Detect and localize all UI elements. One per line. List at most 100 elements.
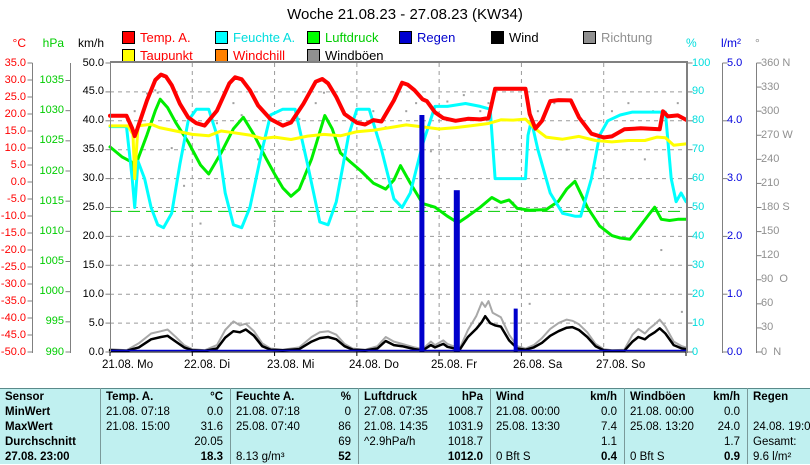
humidity-axis-tick-label: 0 [692,345,699,358]
pressure-axis-tick-label: 1015 [39,194,64,207]
direction-dot [495,206,498,209]
pressure-axis-tick-label: 995 [45,315,64,328]
direction-axis-tick-label: 330 [761,80,780,93]
temperature-axis-tick-label: -30.0 [0,277,26,290]
temperature-axis-tick-label: -35.0 [0,294,26,307]
legend-item-temp-a: Temp. A. [122,30,191,45]
temperature-axis-tick-label: 10.0 [4,141,26,154]
temperature-axis-tick-label: 35.0 [4,56,26,69]
legend-item-windb-en: Windböen [307,48,384,63]
direction-axis-tick-label: 90 O [761,273,788,286]
temperature-axis-unit: °C [12,36,26,50]
rain-axis-unit: l/m² [721,36,741,50]
wind-axis-tick-label: 20.0 [82,229,104,242]
wind-axis-tick-label: 50.0 [82,56,104,69]
wind-axis-tick-label: 30.0 [82,172,104,185]
legend-label: Taupunkt [140,47,193,63]
direction-dot [610,110,613,113]
temperature-axis-tick-label: -15.0 [0,226,26,239]
table-cell: 18.3 [100,449,231,464]
series-taupunkt [108,117,688,181]
temperature-axis-tick-label: -40.0 [0,311,26,324]
rain-axis-tick-label: 3.0 [727,172,743,185]
direction-dot [415,102,418,105]
direction-dot [462,94,465,97]
legend-label: Luftdruck [325,29,379,45]
table-row: Durchschnitt 20.05 69 ^2.9hPa/h 1018.7 1.1 1.7… [0,434,810,449]
wind-axis-tick-label: 0.0 [88,345,104,358]
wind-axis-tick-label: 35.0 [82,143,104,156]
direction-dot [232,102,235,105]
table-cell: 1012.0 [358,449,491,464]
legend-item-regen: Regen [399,29,456,45]
row-label: 27.08. 23:00 [5,450,70,463]
direction-dot [594,167,597,170]
direction-axis-tick-label: 30 [761,321,774,334]
direction-axis-tick-label: 0 N [761,345,782,358]
series-temperatur [108,72,688,140]
direction-dot [660,249,663,252]
direction-dot [405,110,408,113]
rain-bar [453,190,460,352]
row-label: MaxWert [5,420,53,433]
direction-dot [643,158,646,161]
x-axis-label: 21.08. Mo [102,359,154,371]
direction-dot [676,102,679,105]
table-cell: 21.08. 14:35 1031.9 [358,419,491,434]
x-axis-label: 25.08. Fr [431,359,478,371]
rain-bar [419,115,425,352]
humidity-axis-tick-label: 30 [692,258,705,271]
table-cell: 1.7 [624,434,748,449]
pressure-axis-tick-label: 990 [45,345,64,358]
pressure-axis-tick-label: 1020 [39,164,64,177]
table-row: 27.08. 23:00 18.3 8.13 g/m³ 52 1012.0 0 Bft S… [0,449,810,464]
row-label: MinWert [5,405,51,418]
direction-dot [146,92,149,95]
table-cell: 25.08. 13:30 7.4 [490,419,625,434]
direction-dot [273,220,276,223]
table-header-cell: Feuchte A.% [230,388,359,404]
temperature-axis-tick-label: -50.0 [0,345,26,358]
legend-item-wind: Wind [491,30,539,45]
legend-color-swatch [491,30,504,44]
direction-dot [154,89,157,92]
wind-axis-tick-label: 40.0 [82,114,104,127]
table-header-row: Sensor Temp. A. °C Feuchte A.% Luftdruck hPa W… [0,388,810,404]
table-cell: 0 Bft S 0.9 [624,449,748,464]
table-row: MinWert 21.08. 07:18 0.0 21.08. 07:18 0 27.08… [0,404,810,419]
humidity-axis-tick-label: 100 [692,56,711,69]
direction-axis-tick-label: 150 [761,225,780,238]
table-cell: 20.05 [100,434,231,449]
humidity-axis-tick-label: 90 [692,85,705,98]
wind-axis-unit: km/h [77,36,104,50]
legend-label: Feuchte A. [233,29,296,45]
wind-axis-tick-label: 25.0 [82,201,104,213]
temperature-axis-tick-label: -25.0 [0,260,26,273]
legend-color-swatch [399,30,412,44]
direction-axis-tick-label: 360 N [761,56,791,69]
direction-dot [215,122,218,125]
legend-label: Richtung [601,29,653,45]
legend-color-swatch [215,30,228,44]
direction-dot [479,110,482,113]
humidity-axis-tick-label: 80 [692,114,705,127]
rain-axis-tick-label: 0.0 [727,345,743,358]
legend-item-richtung: Richtung [583,29,653,45]
direction-dot [627,102,630,105]
stats-table: Sensor Temp. A. °C Feuchte A.% Luftdruck hPa W… [0,388,810,464]
table-cell: 0 Bft S 0.4 [490,449,625,464]
legend-label: Regen [417,29,456,45]
legend-color-swatch [122,30,135,44]
direction-dot [257,158,260,161]
rain-axis-tick-label: 4.0 [727,114,743,127]
direction-axis-tick-label: 270 W [761,128,793,141]
humidity-axis-tick-label: 20 [692,287,705,300]
humidity-axis-tick-label: 70 [692,143,705,156]
temperature-axis-tick-label: 30.0 [4,73,26,86]
table-cell: 21.08. 07:18 0.0 [100,404,231,419]
direction-axis-unit: ° [755,36,760,50]
temperature-axis-tick-label: -5.0 [7,192,26,205]
table-cell: 24.08. 19:004.1 [747,419,810,434]
direction-dot [487,102,490,105]
